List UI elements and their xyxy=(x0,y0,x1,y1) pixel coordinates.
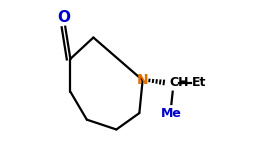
Text: Et: Et xyxy=(192,76,206,89)
Text: Me: Me xyxy=(161,107,182,120)
Text: O: O xyxy=(57,10,70,25)
Text: CH: CH xyxy=(170,76,189,89)
Text: N: N xyxy=(137,73,148,87)
